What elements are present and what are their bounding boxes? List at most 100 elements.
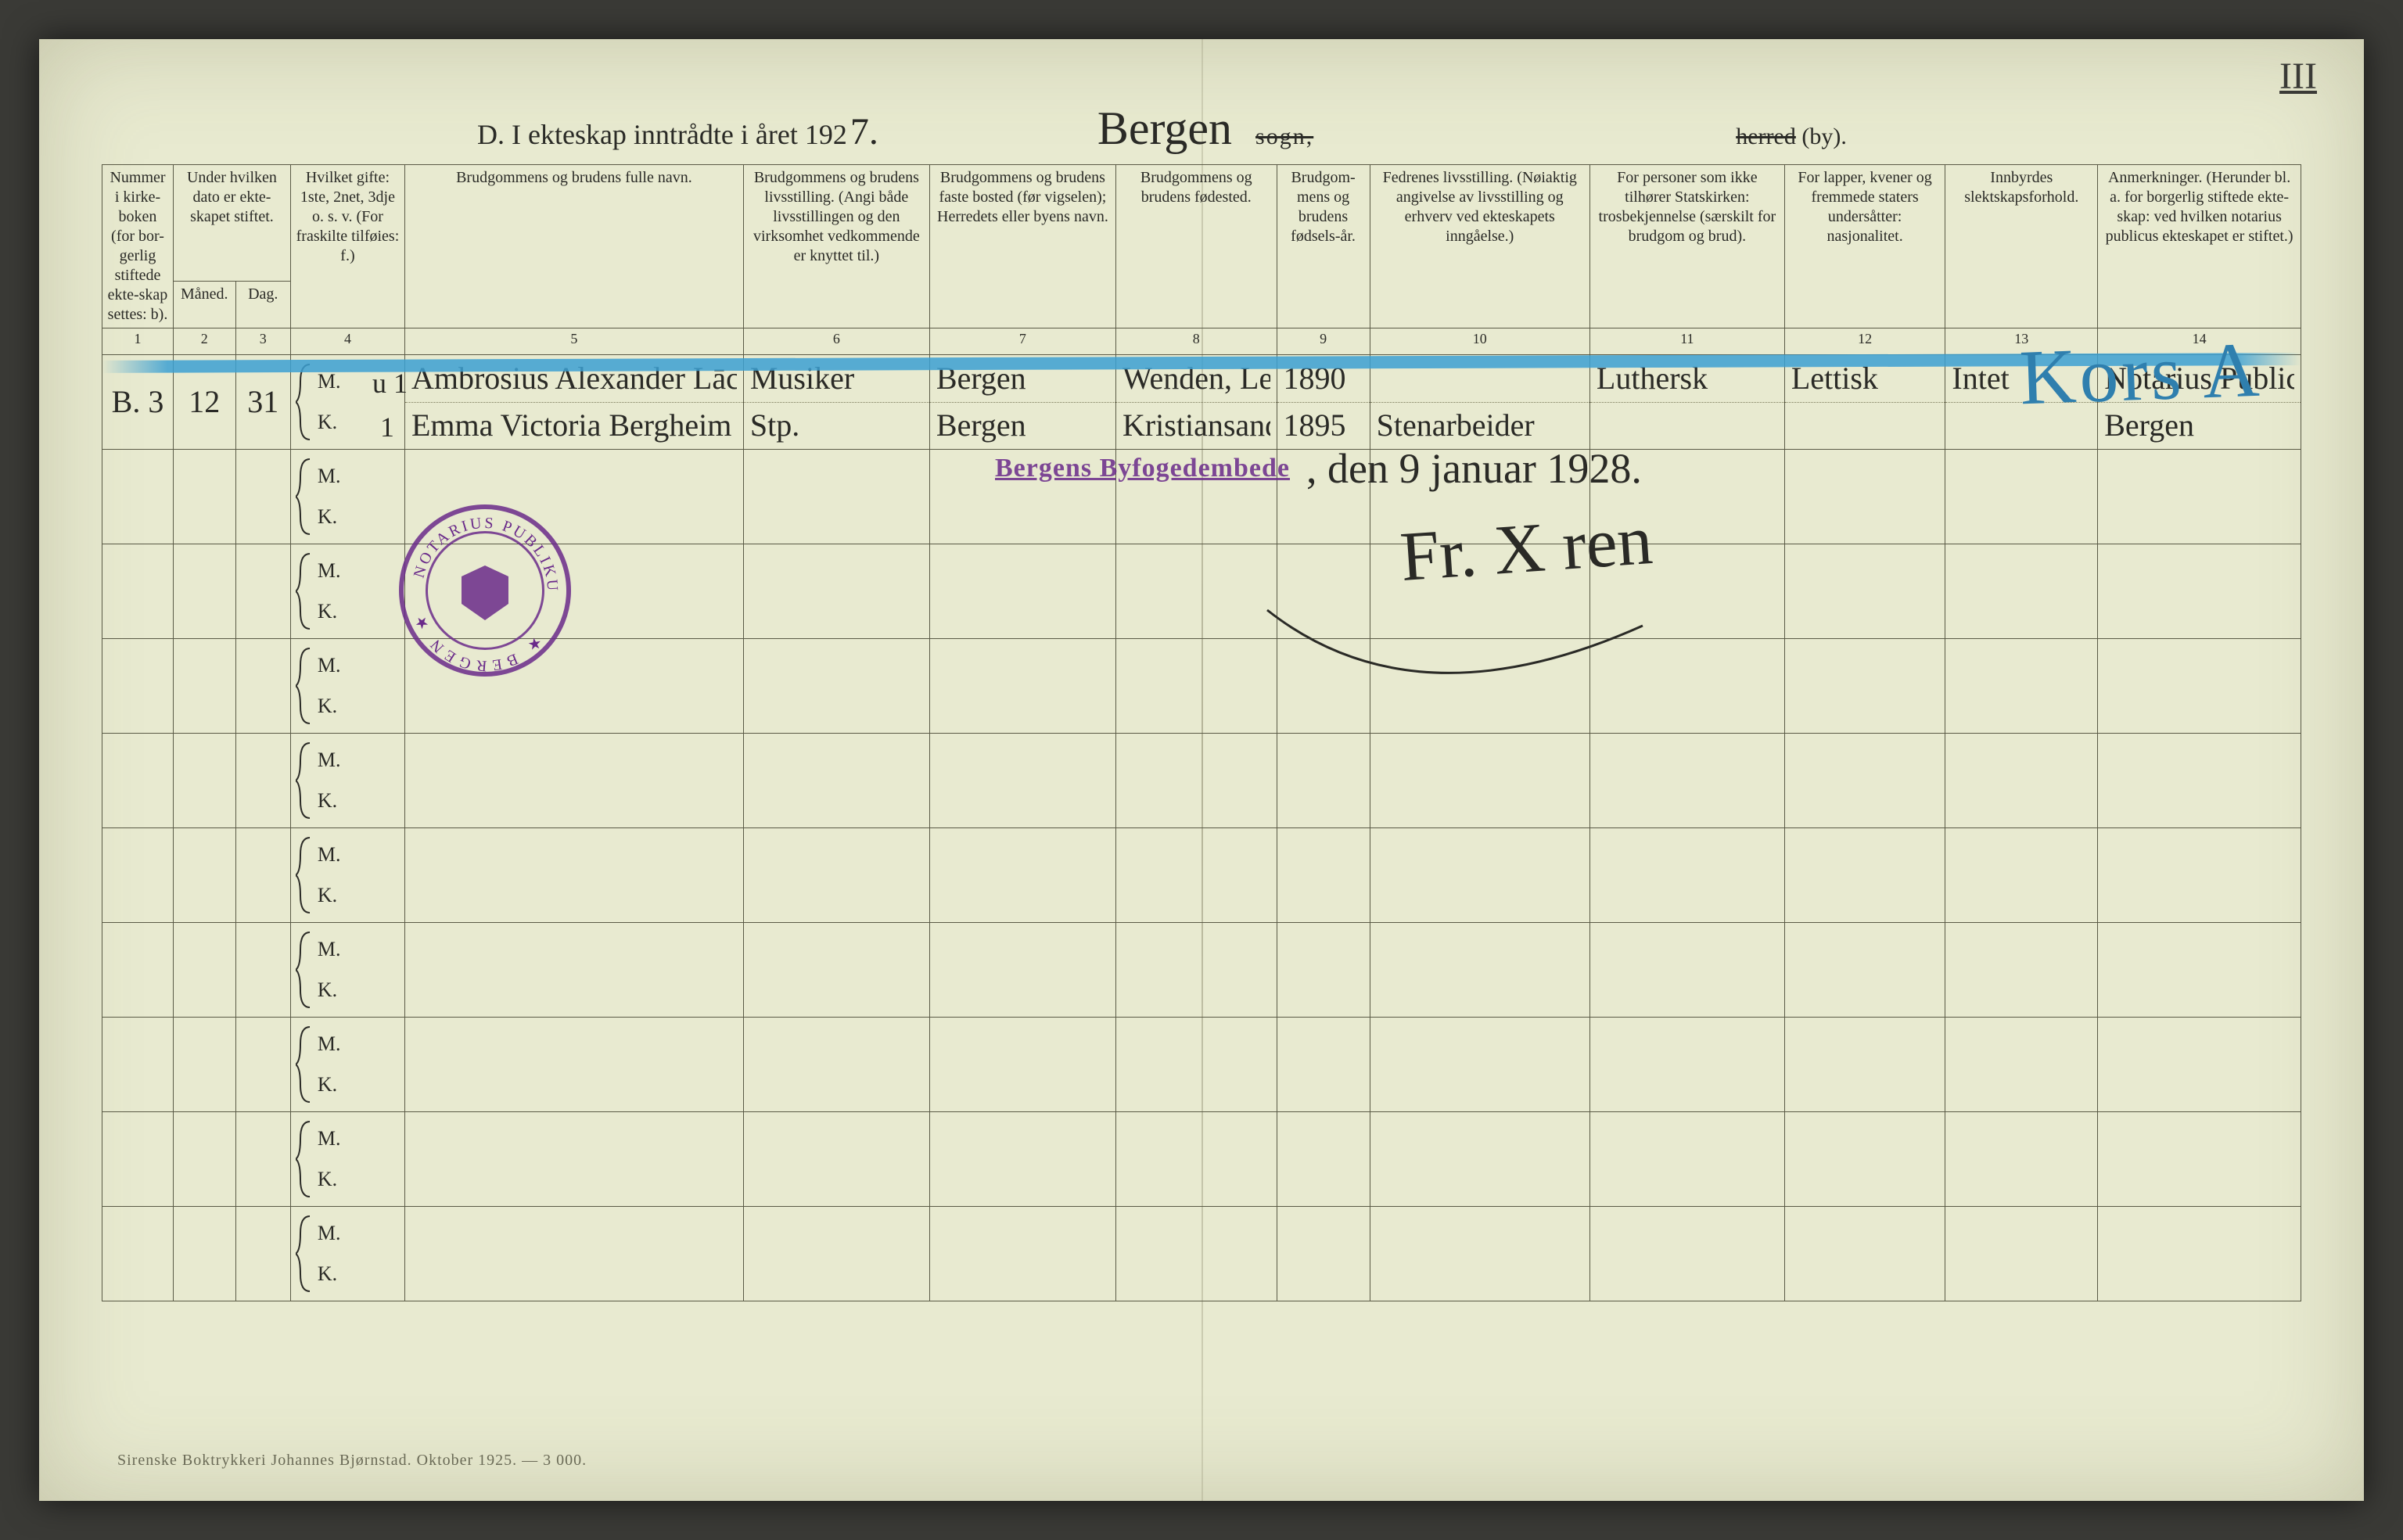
- cell-col-9: [1277, 544, 1370, 639]
- row-label-m: M.: [318, 1032, 341, 1057]
- cell-col-14: [2098, 734, 2301, 828]
- cell-col-13: [1945, 1018, 2098, 1112]
- cell-upper: Musiker: [750, 355, 923, 402]
- cell-col-10: [1370, 1112, 1589, 1207]
- cell-col-7: [929, 1018, 1115, 1112]
- cell-upper: Wenden, Lettland: [1122, 355, 1270, 402]
- cell-col-6: [743, 450, 929, 544]
- cell-col-9: [1277, 639, 1370, 734]
- row-label-k: K.: [318, 1072, 337, 1098]
- header-herred-struck: herred: [1736, 124, 1796, 149]
- header-parish: Bergen: [1097, 102, 1232, 156]
- cell-col-3: [235, 734, 290, 828]
- cell-col-2: [174, 923, 236, 1018]
- row-label-m: M.: [318, 653, 341, 679]
- cell-col-11: [1589, 923, 1784, 1018]
- cell-col-8: [1115, 1018, 1277, 1112]
- cell-col-5: [404, 1018, 743, 1112]
- cell-col-1: [102, 639, 174, 734]
- cell-col-4: M.K.: [290, 639, 404, 734]
- brace-icon: [296, 552, 314, 630]
- cell-col-12: [1784, 1018, 1945, 1112]
- cell-col-14: [2098, 1112, 2301, 1207]
- row-label-m: M.: [318, 1221, 341, 1247]
- cell-upper: Lettisk: [1791, 355, 1939, 402]
- row-label-m: M.: [318, 937, 341, 963]
- cell-upper: Bergen: [936, 355, 1109, 402]
- cell-upper: Intet: [1952, 355, 2091, 402]
- col-num-4: 4: [290, 328, 404, 355]
- cell-col-11: [1589, 734, 1784, 828]
- cell-col-8: [1115, 923, 1277, 1018]
- cell-col-10: [1370, 1018, 1589, 1112]
- cell-col-1: [102, 450, 174, 544]
- row-label-k: K.: [318, 788, 337, 814]
- cell-lower: [1952, 402, 2091, 449]
- row-label-m: M.: [318, 842, 341, 868]
- cell-col-14: [2098, 639, 2301, 734]
- row-label-k: K.: [318, 1167, 337, 1193]
- row-label-m: M.: [318, 748, 341, 774]
- cell-col-3: [235, 923, 290, 1018]
- cell-col-13: [1945, 450, 2098, 544]
- page-header: D. I ekteskap inntrådte i året 192 7. Be…: [39, 102, 2364, 156]
- cell-col-2: [174, 1207, 236, 1301]
- cell-col-9: [1277, 1018, 1370, 1112]
- col-num-14: 14: [2098, 328, 2301, 355]
- certification-date: , den 9 januar 1928.: [1306, 444, 1642, 493]
- cell-col-5: [404, 450, 743, 544]
- cell-col-14: Notarius PublicusBergen: [2098, 355, 2301, 450]
- cell-lower: Kristiansand S.: [1122, 402, 1270, 449]
- col-head-7: Brudgommens og brudens faste bosted (før…: [929, 165, 1115, 328]
- cell-col-9: [1277, 828, 1370, 923]
- page-number: III: [2279, 55, 2317, 98]
- cell-col-2: [174, 828, 236, 923]
- table-row: M.K.: [102, 639, 2301, 734]
- brace-icon: [296, 1025, 314, 1104]
- brace-icon: [296, 1215, 314, 1293]
- cell-col-10: [1370, 828, 1589, 923]
- cell-col-1: [102, 544, 174, 639]
- col-num-1: 1: [102, 328, 174, 355]
- cell-col-8: [1115, 1207, 1277, 1301]
- cell-col-7: [929, 828, 1115, 923]
- row-label-k: K.: [318, 883, 337, 909]
- cell-col-5: [404, 734, 743, 828]
- cell-col-3: [235, 639, 290, 734]
- cell-col-5: [404, 828, 743, 923]
- col-head-9: Brudgom-mens og brudens fødsels-år.: [1277, 165, 1370, 328]
- cell-col-2: [174, 734, 236, 828]
- cell-col-5: [404, 923, 743, 1018]
- cell-col-9: [1277, 734, 1370, 828]
- table-row: M. K.: [102, 1018, 2301, 1112]
- table-row: M. K.: [102, 828, 2301, 923]
- cell-col-5: [404, 1207, 743, 1301]
- cell-col-11: [1589, 828, 1784, 923]
- cell-col-6: [743, 1112, 929, 1207]
- table-row: M.K.: [102, 923, 2301, 1018]
- header-year-hand: 7.: [850, 110, 878, 153]
- cell-col-11: [1589, 1018, 1784, 1112]
- cell-col-12: [1784, 923, 1945, 1018]
- cell-col-13: [1945, 828, 2098, 923]
- cell-upper: Ambrosius Alexander Lācis: [411, 355, 737, 402]
- cell-col-8: [1115, 734, 1277, 828]
- office-stamp: Bergens Byfogedembede: [995, 454, 1290, 483]
- cell-col-12: Lettisk: [1784, 355, 1945, 450]
- row-label-m: M.: [318, 369, 341, 395]
- col-head-10: Fedrenes livsstilling. (Nøiaktig angivel…: [1370, 165, 1589, 328]
- cell-col-2: [174, 544, 236, 639]
- brace-icon: [296, 1120, 314, 1198]
- brace-icon: [296, 931, 314, 1009]
- row-label-k: K.: [318, 599, 337, 625]
- table-row: B. 31231M.K.Ambrosius Alexander LācisEmm…: [102, 355, 2301, 450]
- col-head-2: Måned.: [174, 281, 236, 328]
- header-row-numbers: 1234567891011121314: [102, 328, 2301, 355]
- col-num-8: 8: [1115, 328, 1277, 355]
- col-num-10: 10: [1370, 328, 1589, 355]
- ledger-page: III D. I ekteskap inntrådte i året 192 7…: [39, 39, 2364, 1501]
- cell-col-9: [1277, 1207, 1370, 1301]
- cell-col-11: Luthersk: [1589, 355, 1784, 450]
- cell-col-9: [1277, 1112, 1370, 1207]
- cell-col-13: [1945, 734, 2098, 828]
